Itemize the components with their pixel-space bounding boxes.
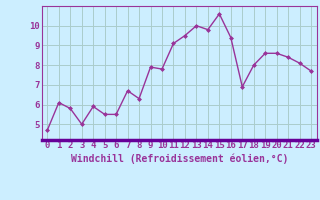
X-axis label: Windchill (Refroidissement éolien,°C): Windchill (Refroidissement éolien,°C) <box>70 153 288 164</box>
